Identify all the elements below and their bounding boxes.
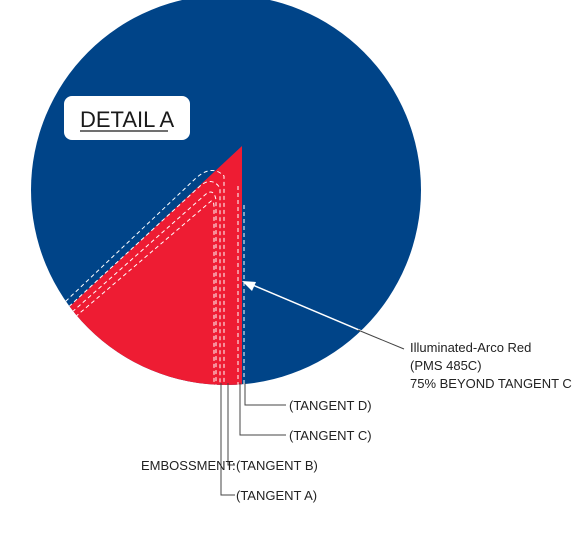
detail-title-box — [64, 96, 190, 140]
tangent-a-leader — [220, 383, 235, 496]
callout-arrowhead — [242, 281, 256, 291]
tangent-d-leader — [244, 383, 286, 406]
tangent-outline-d — [53, 200, 215, 385]
tangent-b-label: (TANGENT B) — [236, 458, 318, 473]
detail-title: DETAIL A — [80, 107, 174, 132]
tangent-a-label: (TANGENT A) — [236, 488, 317, 503]
callout-line1: Illuminated-Arco Red — [410, 340, 531, 355]
tangent-outline-c — [45, 191, 217, 385]
tangent-c-leader — [239, 383, 286, 436]
tangent-outline-a — [31, 170, 225, 385]
tangent-outline-b — [37, 181, 221, 385]
tangent-leaders — [220, 383, 286, 496]
tangent-b-leader — [227, 383, 235, 466]
callout-line2: (PMS 485C) — [410, 358, 482, 373]
tangent-c-label: (TANGENT C) — [289, 428, 372, 443]
callout-line3: 75% BEYOND TANGENT C — [410, 376, 572, 391]
embossment-label: EMBOSSMENT: — [141, 458, 236, 473]
tangent-outlines — [31, 170, 225, 385]
tangent-d-label: (TANGENT D) — [289, 398, 372, 413]
callout-leader-outside — [357, 329, 405, 350]
